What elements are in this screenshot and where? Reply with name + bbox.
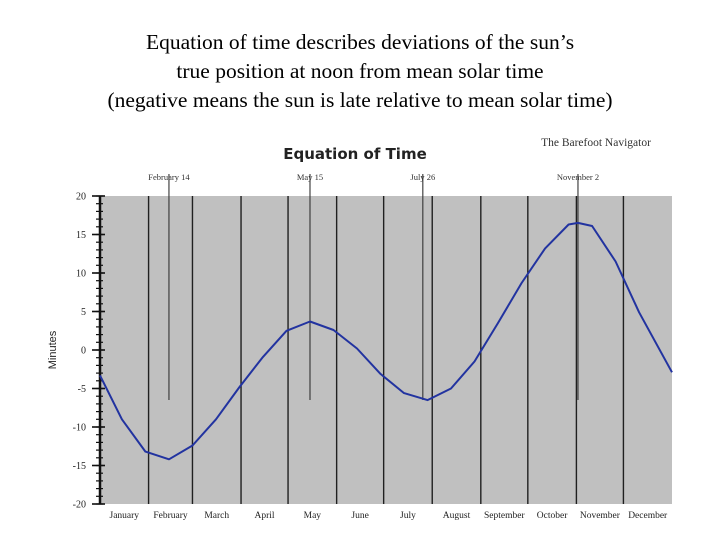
chart-credit: The Barefoot Navigator bbox=[541, 137, 651, 149]
x-tick-label: July bbox=[400, 511, 416, 521]
x-tick-label: September bbox=[484, 511, 525, 521]
x-tick-label: October bbox=[537, 511, 568, 521]
plot-area bbox=[100, 196, 672, 504]
y-tick-label: 0 bbox=[81, 346, 86, 357]
y-tick-label: 10 bbox=[76, 269, 86, 280]
equation-of-time-chart: Equation of Time The Barefoot Navigator … bbox=[47, 137, 673, 521]
x-tick-label: December bbox=[628, 511, 668, 521]
x-tick-label: January bbox=[110, 511, 140, 521]
x-tick-label: August bbox=[443, 511, 471, 521]
y-tick-label: 20 bbox=[76, 192, 86, 203]
annotation-label: May 15 bbox=[297, 172, 323, 182]
y-tick-label: -5 bbox=[78, 384, 86, 395]
annotation-label: July 26 bbox=[410, 172, 435, 182]
y-axis-label: Minutes bbox=[47, 330, 59, 369]
slide-title-line-3: (negative means the sun is late relative… bbox=[107, 88, 613, 112]
x-tick-label: May bbox=[304, 511, 322, 521]
annotation-label: February 14 bbox=[148, 172, 190, 182]
y-tick-label: -15 bbox=[73, 461, 86, 472]
x-tick-label: February bbox=[153, 511, 188, 521]
x-tick-label: March bbox=[204, 511, 229, 521]
y-tick-label: 5 bbox=[81, 307, 86, 318]
annotation-label: November 2 bbox=[557, 172, 599, 182]
y-tick-label: -20 bbox=[73, 500, 86, 511]
y-tick-label: 15 bbox=[76, 230, 86, 241]
chart-title: Equation of Time bbox=[283, 145, 427, 163]
x-tick-label: June bbox=[351, 511, 368, 521]
y-tick-label: -10 bbox=[73, 423, 86, 434]
equation-of-time-line bbox=[99, 221, 673, 461]
slide-title-line-2: true position at noon from mean solar ti… bbox=[176, 59, 544, 83]
x-tick-label: November bbox=[580, 511, 621, 521]
slide-title: Equation of time describes deviations of… bbox=[0, 28, 720, 115]
x-tick-label: April bbox=[255, 511, 275, 521]
slide-title-line-1: Equation of time describes deviations of… bbox=[145, 30, 575, 54]
